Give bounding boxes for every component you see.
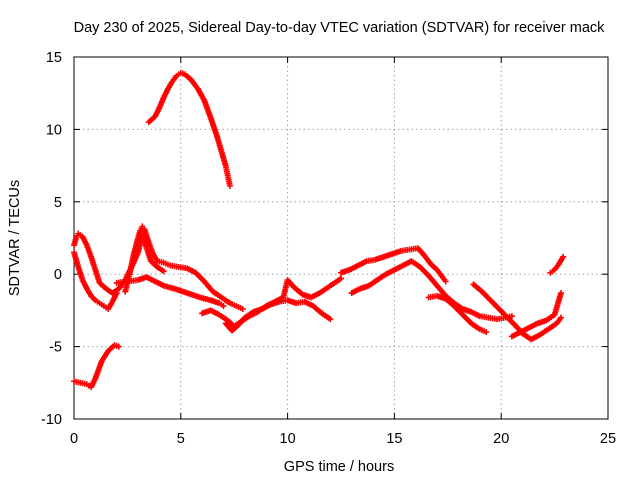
y-axis-label: SDTVAR / TECUs [7,180,23,296]
series-arc-14 [547,253,567,276]
x-tick-label: 0 [70,431,78,447]
series-arc-9 [338,245,449,285]
marker-plus [547,253,567,276]
chart-title: Day 230 of 2025, Sidereal Day-to-day VTE… [74,20,606,36]
series-arc-5 [122,223,246,312]
series-arc-1 [71,342,122,391]
x-tick-labels: 0 5 10 15 20 25 [70,431,616,447]
marker-plus [145,69,233,189]
y-tick-label: 15 [46,50,62,66]
series-arc-8 [222,297,334,334]
marker-plus [338,245,449,285]
x-tick-label: 10 [280,431,296,447]
plot-frame [73,56,609,420]
y-tick-label: 10 [46,122,62,138]
grid [74,57,608,419]
data-series [71,69,567,391]
series-arc-12 [470,281,565,343]
y-tick-labels: -10 -5 0 5 10 15 [41,50,62,428]
marker-plus [122,223,246,312]
x-tick-label: 20 [493,431,509,447]
y-tick-label: -5 [49,340,62,356]
marker-plus [71,249,120,312]
marker-plus [113,274,227,310]
marker-plus [508,290,565,340]
x-tick-label: 15 [386,431,402,447]
x-tick-label: 25 [600,431,616,447]
series-arc-4 [71,249,120,312]
y-tick-label: -10 [41,412,62,428]
series-arc-13 [508,290,565,340]
x-tick-label: 5 [177,431,185,447]
marker-plus [425,292,490,336]
marker-plus [470,281,565,343]
series-arc-6 [113,274,227,310]
series-arc-2 [145,69,233,189]
marker-plus [222,297,334,334]
x-axis-label: GPS time / hours [284,459,394,475]
axis-ticks [73,56,609,420]
y-tick-label: 5 [54,195,62,211]
series-arc-11 [425,292,490,336]
y-tick-label: 0 [54,267,62,283]
marker-plus [71,342,122,391]
